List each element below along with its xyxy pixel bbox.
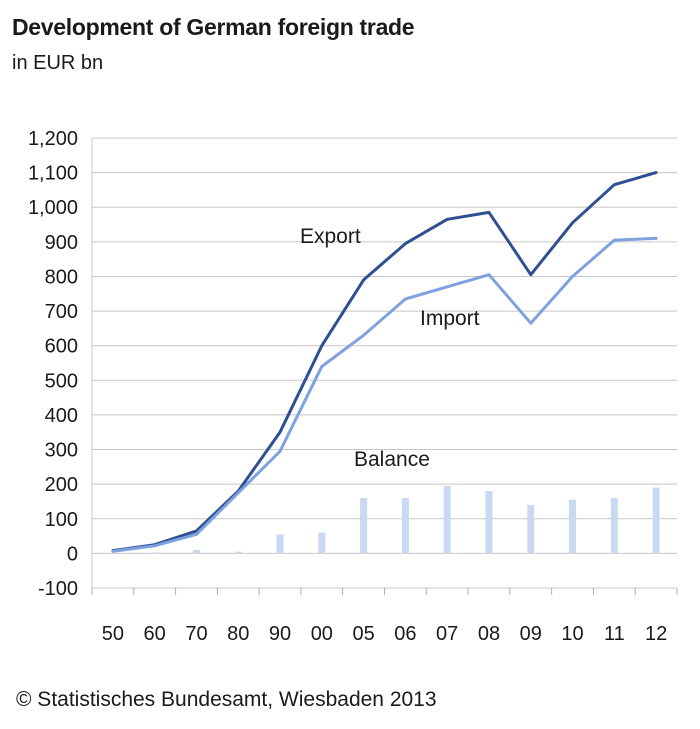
balance-bar bbox=[443, 485, 451, 554]
x-tick-label: 06 bbox=[394, 623, 416, 645]
x-tick-label: 00 bbox=[311, 623, 333, 645]
y-tick-label: 200 bbox=[45, 474, 78, 496]
balance-bar bbox=[527, 504, 535, 554]
y-tick-label: 0 bbox=[67, 543, 78, 565]
y-tick-labels: 1,200 1,100 1,000 900 800 700 600 500 400 300 200 1… bbox=[28, 128, 78, 600]
chart-subtitle: in EUR bn bbox=[12, 52, 104, 74]
y-tick-label: 800 bbox=[45, 266, 78, 288]
y-tick-label: 1,100 bbox=[28, 163, 78, 185]
y-tick-label: 1,200 bbox=[28, 128, 78, 150]
balance-bar bbox=[652, 487, 660, 554]
balance-bar bbox=[234, 551, 242, 554]
x-tick-label: 50 bbox=[102, 623, 124, 645]
chart-title: Development of German foreign trade bbox=[12, 14, 415, 40]
balance-label: Balance bbox=[354, 448, 430, 471]
x-tick-labels: 50 60 70 80 90 00 05 06 07 08 09 10 11 12 bbox=[102, 623, 667, 645]
y-tick-label: -100 bbox=[38, 578, 78, 600]
balance-bar bbox=[569, 499, 577, 554]
grid-lines bbox=[91, 137, 678, 595]
balance-bars bbox=[109, 485, 660, 554]
x-tick-label: 08 bbox=[478, 623, 500, 645]
import-line bbox=[111, 236, 658, 553]
x-tick-label: 90 bbox=[269, 623, 291, 645]
x-tick-label: 05 bbox=[352, 623, 374, 645]
x-tick-label: 07 bbox=[436, 623, 458, 645]
y-tick-label: 600 bbox=[45, 336, 78, 358]
y-tick-label: 1,000 bbox=[28, 197, 78, 219]
balance-bar bbox=[360, 498, 368, 554]
x-tick-label: 60 bbox=[144, 623, 166, 645]
source-credit: © Statistisches Bundesamt, Wiesbaden 201… bbox=[16, 688, 437, 711]
x-tick-label: 10 bbox=[561, 623, 583, 645]
export-label: Export bbox=[300, 225, 361, 248]
x-tick-label: 12 bbox=[645, 623, 667, 645]
y-tick-label: 900 bbox=[45, 232, 78, 254]
x-tick-label: 11 bbox=[604, 623, 625, 645]
balance-bar bbox=[485, 491, 493, 554]
y-tick-label: 500 bbox=[45, 370, 78, 392]
import-label: Import bbox=[420, 307, 480, 330]
x-tick-label: 70 bbox=[185, 623, 207, 645]
y-tick-label: 400 bbox=[45, 405, 78, 427]
balance-bar bbox=[192, 549, 200, 554]
export-line bbox=[111, 171, 658, 553]
series-lines bbox=[111, 171, 658, 553]
y-tick-label: 100 bbox=[45, 509, 78, 531]
x-tick-label: 80 bbox=[227, 623, 249, 645]
y-tick-label: 700 bbox=[45, 301, 78, 323]
balance-bar bbox=[151, 552, 159, 554]
y-tick-label: 300 bbox=[45, 440, 78, 462]
balance-bar bbox=[610, 498, 618, 554]
x-tick-label: 09 bbox=[520, 623, 542, 645]
balance-bar bbox=[276, 534, 284, 554]
balance-bar bbox=[401, 498, 409, 554]
balance-bar bbox=[109, 552, 117, 554]
balance-bar bbox=[318, 532, 326, 554]
